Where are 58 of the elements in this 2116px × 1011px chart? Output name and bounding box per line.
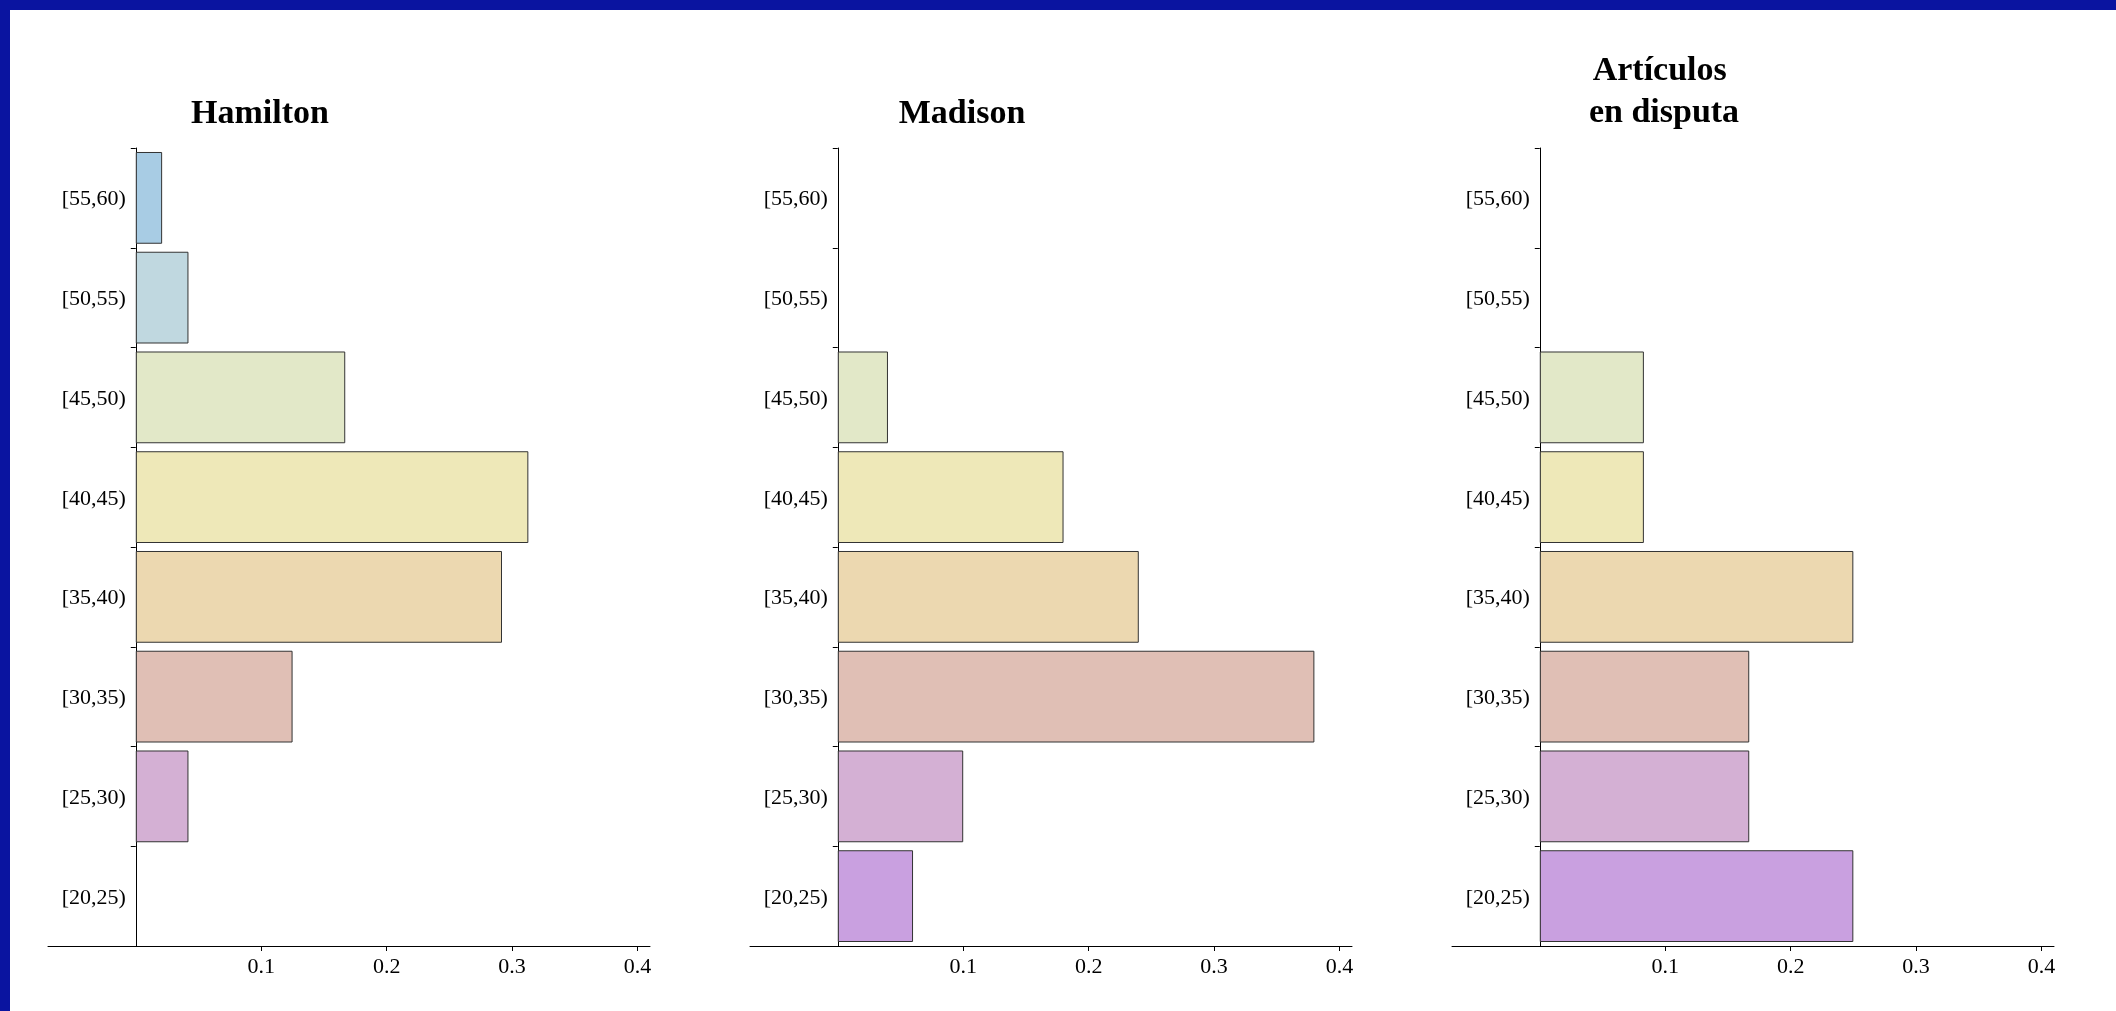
bar bbox=[837, 650, 1315, 743]
y-tick-label: [55,60) bbox=[763, 185, 828, 211]
y-tick-label: [40,45) bbox=[61, 484, 126, 510]
bar bbox=[837, 750, 964, 843]
x-tick-label: 0.3 bbox=[498, 952, 526, 978]
y-tick-label: [25,30) bbox=[1465, 783, 1530, 809]
bar bbox=[1539, 850, 1854, 943]
bar bbox=[1539, 351, 1644, 444]
y-tick-label: [30,35) bbox=[61, 684, 126, 710]
chart-title: Madison bbox=[898, 92, 1026, 130]
x-tick-label: 0.3 bbox=[1902, 952, 1930, 978]
x-tick-label: 0.4 bbox=[2027, 952, 2056, 978]
x-tick-label: 0.1 bbox=[247, 952, 275, 978]
y-tick-label: [55,60) bbox=[61, 185, 126, 211]
chart-title: Hamilton bbox=[191, 92, 330, 130]
y-tick-label: [40,45) bbox=[763, 484, 828, 510]
y-tick-label: [30,35) bbox=[763, 684, 828, 710]
x-tick-label: 0.2 bbox=[1074, 952, 1103, 978]
y-tick-label: [35,40) bbox=[763, 584, 828, 610]
bar bbox=[837, 451, 1064, 544]
x-tick-label: 0.1 bbox=[1651, 952, 1679, 978]
bar bbox=[135, 650, 293, 743]
y-tick-label: [20,25) bbox=[1465, 883, 1530, 909]
bar bbox=[837, 351, 888, 444]
y-tick-label: [35,40) bbox=[61, 584, 126, 610]
x-tick-label: 0.1 bbox=[949, 952, 977, 978]
bar bbox=[135, 750, 189, 843]
bar bbox=[837, 850, 914, 943]
y-tick-label: [45,50) bbox=[61, 384, 126, 410]
y-tick-label: [50,55) bbox=[1465, 285, 1530, 311]
bar bbox=[135, 151, 163, 244]
y-tick-label: [40,45) bbox=[1465, 484, 1530, 510]
y-tick-label: [55,60) bbox=[1465, 185, 1530, 211]
bar bbox=[1539, 750, 1750, 843]
bar bbox=[1539, 650, 1750, 743]
x-tick-label: 0.2 bbox=[1776, 952, 1805, 978]
x-tick-label: 0.3 bbox=[1200, 952, 1228, 978]
y-tick-label: [20,25) bbox=[61, 883, 126, 909]
bar bbox=[135, 451, 529, 544]
x-tick-label: 0.2 bbox=[372, 952, 401, 978]
x-tick-label: 0.4 bbox=[1325, 952, 1354, 978]
y-tick-label: [50,55) bbox=[763, 285, 828, 311]
bar bbox=[135, 550, 503, 643]
y-tick-label: [50,55) bbox=[61, 285, 126, 311]
y-tick-label: [30,35) bbox=[1465, 684, 1530, 710]
y-tick-label: [45,50) bbox=[1465, 384, 1530, 410]
y-tick-label: [25,30) bbox=[61, 783, 126, 809]
bar bbox=[1539, 550, 1854, 643]
y-tick-label: [25,30) bbox=[763, 783, 828, 809]
bar bbox=[135, 251, 189, 344]
bar bbox=[1539, 451, 1644, 544]
y-tick-label: [45,50) bbox=[763, 384, 828, 410]
bar bbox=[837, 550, 1139, 643]
x-tick-label: 0.4 bbox=[623, 952, 652, 978]
y-tick-label: [35,40) bbox=[1465, 584, 1530, 610]
bar bbox=[135, 351, 346, 444]
chart-title: Artículos en disputa bbox=[1588, 49, 1740, 129]
y-tick-label: [20,25) bbox=[763, 883, 828, 909]
